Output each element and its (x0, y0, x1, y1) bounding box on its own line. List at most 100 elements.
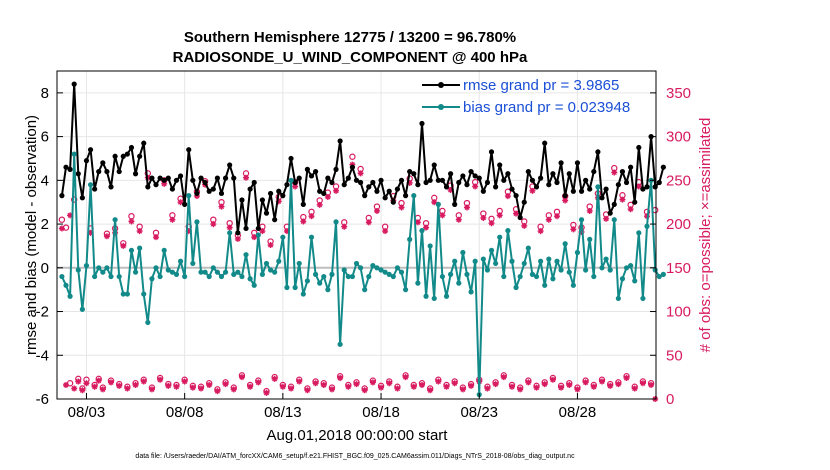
obs-assimilated-point (443, 383, 450, 390)
obs-assimilated-point (271, 375, 278, 382)
obs-assimilated-point (615, 381, 622, 388)
bias-point (300, 291, 306, 297)
rmse-point (493, 184, 499, 190)
rmse-point (186, 147, 192, 153)
rmse-point (644, 184, 650, 190)
bias-point (423, 293, 429, 299)
rmse-point (141, 140, 147, 146)
rmse-point (312, 168, 319, 175)
rmse-point (165, 175, 171, 181)
rmse-point (231, 175, 237, 181)
bias-point (570, 282, 576, 288)
obs-assimilated-point (586, 207, 593, 214)
obs-assimilated-point (500, 374, 507, 381)
rmse-point (333, 166, 339, 172)
obs-assimilated-point (427, 387, 434, 394)
rmse-point (96, 168, 102, 175)
bias-point (615, 295, 621, 302)
rmse-point (415, 182, 421, 188)
rmse-point (198, 175, 204, 181)
rmse-point (296, 175, 302, 181)
bias-point (239, 273, 245, 280)
bias-point (546, 256, 552, 262)
bias-point (611, 217, 617, 223)
obs-assimilated-point (243, 174, 250, 181)
obs-assimilated-point (451, 380, 458, 387)
rmse-point (59, 193, 65, 199)
obs-assimilated-point (79, 387, 86, 394)
obs-assimilated-point (333, 187, 340, 194)
obs-assimilated-point (345, 383, 352, 390)
right-axis-tick-label: 100 (666, 304, 691, 321)
bias-point (521, 260, 527, 267)
bias-point (251, 282, 257, 288)
obs-assimilated-point (140, 378, 147, 385)
obs-assimilated-point (63, 382, 70, 389)
left-axis-tick-label: 0 (41, 260, 49, 277)
chart-title-line2: RADIOSONDE_U_WIND_COMPONENT @ 400 hPa (173, 49, 528, 66)
obs-assimilated-point (357, 170, 364, 177)
bias-point (390, 273, 396, 280)
obs-assimilated-point (349, 161, 356, 168)
bias-point (231, 271, 237, 277)
bias-point (583, 267, 589, 273)
rmse-point (497, 162, 503, 168)
rmse-point (300, 201, 306, 207)
obs-assimilated-point (337, 375, 344, 382)
obs-assimilated-point (382, 228, 389, 235)
bias-point (304, 278, 311, 284)
bias-point (218, 273, 225, 280)
bias-point (75, 267, 81, 273)
rmse-point (235, 230, 241, 236)
obs-assimilated-point (103, 233, 110, 240)
obs-assimilated-point (177, 199, 184, 206)
obs-assimilated-point (320, 382, 327, 389)
obs-assimilated-point (157, 376, 164, 383)
obs-assimilated-point (153, 234, 160, 241)
bias-point (120, 291, 126, 297)
obs-assimilated-point (218, 203, 225, 210)
obs-assimilated-point (71, 385, 78, 392)
bias-point (562, 241, 568, 247)
obs-assimilated-point (468, 382, 475, 389)
obs-assimilated-point (210, 221, 217, 228)
obs-assimilated-point (328, 386, 335, 393)
rmse-point (562, 193, 568, 199)
bias-point (276, 258, 282, 264)
rmse-point (456, 179, 462, 186)
obs-assimilated-point (185, 228, 192, 235)
rmse-point (615, 182, 621, 188)
obs-assimilated-point (619, 196, 626, 203)
legend-rmse-label: rmse grand pr = 3.9865 (463, 77, 619, 94)
rmse-point (67, 166, 73, 172)
rmse-point (452, 201, 458, 207)
left-axis-tick-label: 6 (41, 129, 49, 146)
obs-assimilated-point (283, 228, 290, 235)
bias-point (558, 267, 564, 273)
rmse-point (374, 188, 380, 194)
obs-assimilated-point (423, 224, 430, 231)
obs-assimilated-point (406, 179, 413, 186)
rmse-point (108, 184, 114, 190)
obs-assimilated-point (570, 226, 577, 233)
rmse-point (120, 153, 126, 159)
bias-point (329, 271, 335, 277)
left-axis-tick-label: 2 (41, 216, 49, 233)
bias-point (259, 271, 265, 277)
bias-point (288, 177, 294, 183)
obs-assimilated-point (136, 228, 143, 235)
obs-assimilated-point (435, 378, 442, 385)
right-axis-tick-label: 300 (666, 129, 691, 146)
rmse-point (263, 210, 270, 216)
obs-assimilated-point (312, 380, 319, 387)
bias-point (374, 265, 380, 271)
bias-point (529, 271, 536, 277)
plot-area (56, 70, 666, 402)
x-axis: 08/03 08/08 08/13 08/18 08/23 08/28 (68, 393, 596, 421)
bias-point (235, 269, 241, 275)
obs-assimilated-point (324, 193, 331, 200)
obs-assimilated-point (206, 382, 213, 389)
obs-assimilated-point (365, 219, 372, 226)
rmse-point (259, 197, 265, 203)
bias-point (145, 319, 151, 326)
